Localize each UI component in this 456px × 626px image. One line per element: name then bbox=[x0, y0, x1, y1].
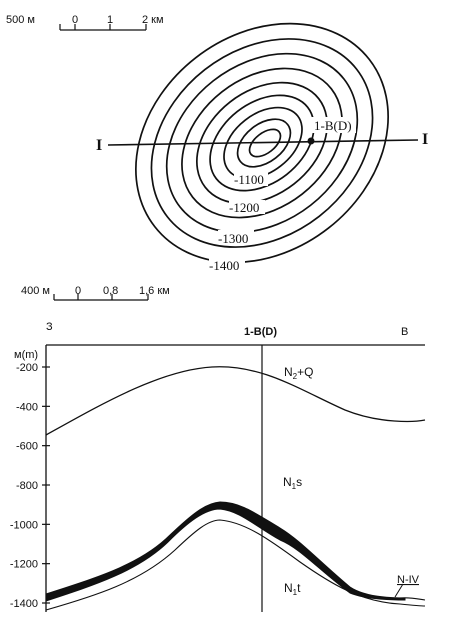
contour-label-1400: -1400 bbox=[209, 258, 239, 273]
contour-line bbox=[209, 94, 315, 192]
contour-label-1200: -1200 bbox=[229, 200, 259, 215]
y-tick-label: -1400 bbox=[10, 598, 38, 610]
y-tick-label: -1000 bbox=[10, 519, 38, 531]
lower-horizon bbox=[45, 519, 426, 611]
contour-label-1300: -1300 bbox=[218, 231, 248, 246]
y-tick-label: -800 bbox=[16, 480, 38, 492]
profile-end-left: I bbox=[96, 137, 102, 154]
section-well-label: 1-B(D) bbox=[244, 326, 277, 338]
section-scale-tick-0: 0 bbox=[75, 285, 81, 297]
section-scale-tick-2: 1,6 км bbox=[139, 285, 170, 297]
map-scale-left-label: 500 м bbox=[6, 14, 35, 26]
contour-line bbox=[223, 106, 303, 180]
east-label: В bbox=[401, 326, 408, 338]
horizon-tail bbox=[399, 597, 426, 601]
horizon-leader bbox=[394, 583, 404, 598]
y-tick-label: -1200 bbox=[10, 559, 38, 571]
contour-line bbox=[196, 81, 328, 205]
contour-line bbox=[135, 22, 389, 264]
section-scale-bar: 400 м 0 0,8 1,6 км bbox=[21, 285, 170, 301]
contour-label-1100: -1100 bbox=[234, 172, 264, 187]
section-scale-left-label: 400 м bbox=[21, 285, 50, 297]
map-scale-tick-2: 2 км bbox=[142, 14, 164, 26]
west-label: З bbox=[46, 321, 53, 333]
y-tick-label: -200 bbox=[16, 362, 38, 374]
map-scale-tick-0: 0 bbox=[72, 14, 78, 26]
contour-line bbox=[248, 128, 282, 158]
horizon-label: N-IV bbox=[397, 574, 420, 586]
map-scale-bar: 500 м 0 1 2 км bbox=[6, 14, 164, 31]
contour-labels: -1100 -1200 -1300 -1400 bbox=[209, 172, 268, 273]
section-scale-tick-1: 0,8 bbox=[103, 285, 118, 297]
cross-section: 400 м 0 0,8 1,6 км З В 1-B(D) м(m) -200-… bbox=[10, 285, 426, 612]
y-axis-ticks: -200 -400 -600 -800 -1000 -1200 -1400 bbox=[10, 362, 50, 610]
map-scale-tick-1: 1 bbox=[107, 14, 113, 26]
y-tick-label: -600 bbox=[16, 441, 38, 453]
productive-layer bbox=[45, 501, 406, 602]
profile-end-right: I bbox=[422, 131, 428, 148]
upper-horizon bbox=[45, 366, 426, 436]
unit-label-n1s: N1s bbox=[283, 475, 302, 491]
contour-line bbox=[236, 118, 292, 168]
contour-lines bbox=[135, 22, 389, 264]
y-tick-label: -400 bbox=[16, 401, 38, 413]
y-axis-title: м(m) bbox=[14, 349, 38, 361]
contour-line bbox=[165, 52, 359, 234]
contour-line bbox=[181, 67, 343, 219]
map-well-label: 1-B(D) bbox=[314, 118, 352, 133]
well-marker bbox=[307, 137, 315, 145]
unit-label-n2q: N2+Q bbox=[284, 365, 313, 381]
contour-line bbox=[150, 38, 374, 248]
unit-label-n1t: N1t bbox=[284, 581, 301, 597]
profile-line: I I 1-B(D) bbox=[96, 117, 428, 154]
structure-map: 500 м 0 1 2 км -1100 -1200 bbox=[6, 14, 428, 273]
